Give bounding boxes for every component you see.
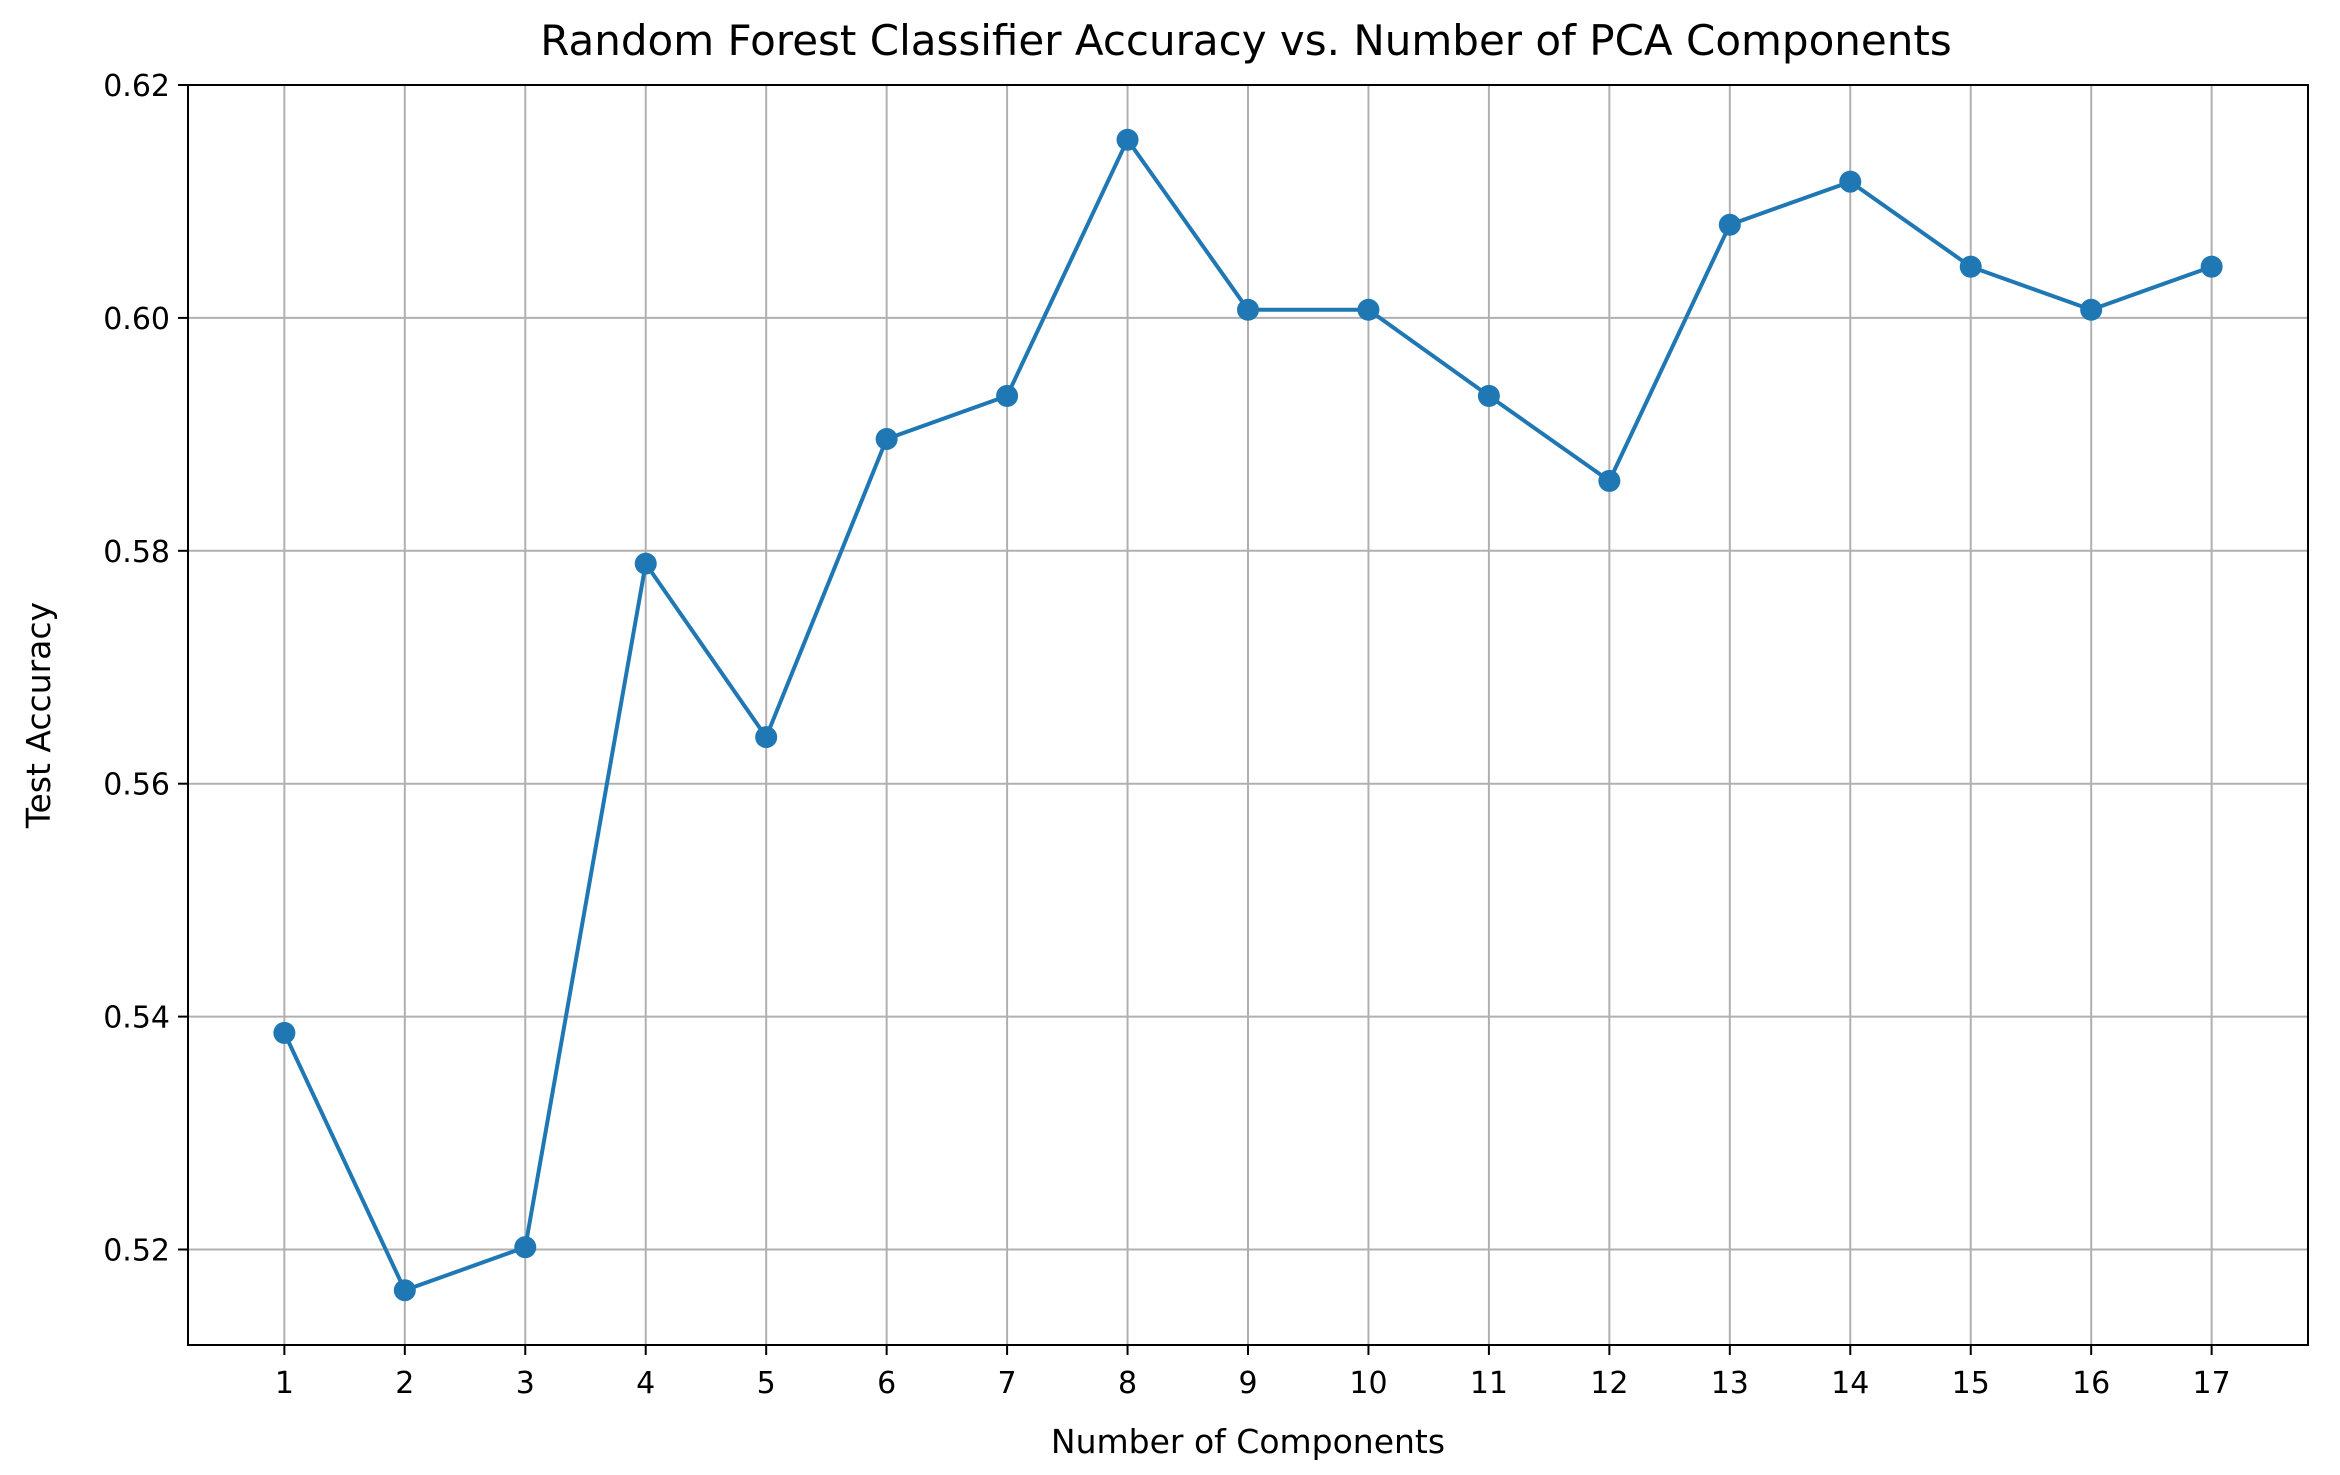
- data-point: [996, 384, 1019, 407]
- x-tick-label: 7: [998, 1366, 1017, 1401]
- y-tick-label: 0.60: [103, 302, 170, 337]
- x-tick-label: 4: [636, 1366, 655, 1401]
- data-point: [2080, 298, 2103, 321]
- x-axis-label: Number of Components: [1051, 1422, 1445, 1461]
- y-tick-label: 0.62: [103, 69, 170, 104]
- x-tick-label: 17: [2193, 1366, 2231, 1401]
- data-point: [1357, 298, 1380, 321]
- data-point: [393, 1279, 416, 1302]
- data-point: [1718, 213, 1741, 236]
- data-point: [1598, 469, 1621, 492]
- data-point: [1477, 384, 1500, 407]
- x-axis: 1 2 3 4 5 6 7 8 9 10 11 12 13 14 15 16 17: [275, 1345, 2231, 1401]
- y-tick-label: 0.52: [103, 1234, 170, 1269]
- y-axis-label: Test Accuracy: [19, 602, 58, 829]
- data-point: [1237, 298, 1259, 321]
- x-tick-label: 10: [1349, 1366, 1387, 1401]
- x-tick-label: 13: [1711, 1366, 1749, 1401]
- chart-title: Random Forest Classifier Accuracy vs. Nu…: [540, 16, 1951, 65]
- x-tick-label: 9: [1238, 1366, 1257, 1401]
- data-point: [514, 1236, 537, 1259]
- x-tick-label: 8: [1118, 1366, 1137, 1401]
- x-tick-label: 2: [395, 1366, 414, 1401]
- data-series: [273, 128, 2223, 1302]
- x-tick-label: 14: [1831, 1366, 1869, 1401]
- x-tick-label: 11: [1470, 1366, 1508, 1401]
- data-point: [755, 726, 778, 749]
- x-tick-label: 12: [1590, 1366, 1628, 1401]
- data-point: [634, 552, 657, 575]
- y-tick-label: 0.56: [103, 768, 170, 803]
- x-tick-label: 15: [1952, 1366, 1990, 1401]
- y-tick-label: 0.58: [103, 535, 170, 570]
- y-axis: 0.52 0.54 0.56 0.58 0.60 0.62: [103, 69, 188, 1269]
- data-point: [1959, 255, 1982, 278]
- data-point: [1116, 128, 1139, 151]
- x-tick-label: 16: [2072, 1366, 2110, 1401]
- data-point: [2200, 255, 2223, 278]
- x-tick-label: 6: [877, 1366, 896, 1401]
- data-point: [1839, 170, 1862, 193]
- x-tick-label: 5: [757, 1366, 776, 1401]
- data-point: [273, 1021, 296, 1044]
- y-tick-label: 0.54: [103, 1001, 170, 1036]
- x-tick-label: 3: [516, 1366, 535, 1401]
- x-tick-label: 1: [275, 1366, 294, 1401]
- data-point: [875, 428, 898, 451]
